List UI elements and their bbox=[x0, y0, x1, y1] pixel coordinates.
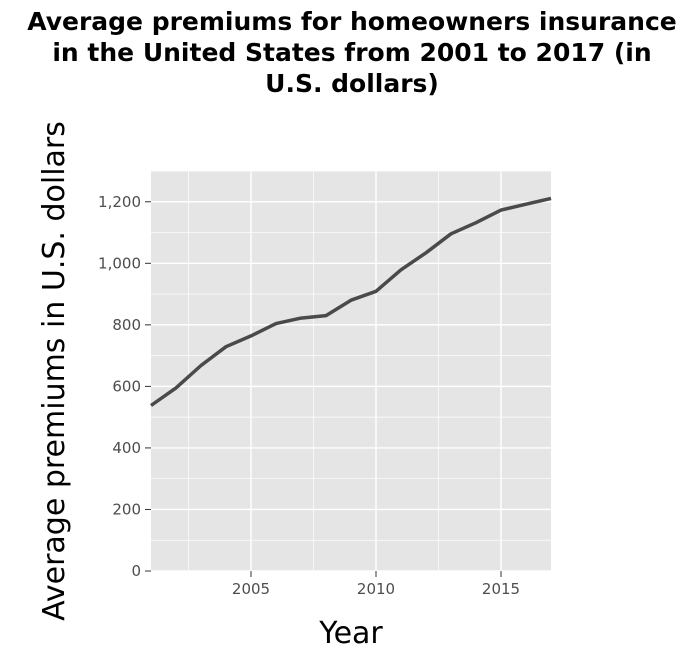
chart-title: Average premiums for homeowners insuranc… bbox=[27, 7, 677, 98]
series-line-average-premium bbox=[149, 196, 552, 407]
y-tick-label: 1,200 bbox=[98, 193, 141, 211]
grid-major-lines bbox=[151, 171, 551, 572]
y-tick-label: 0 bbox=[131, 562, 141, 580]
chart-title-line-3: U.S. dollars) bbox=[265, 69, 439, 98]
y-tick-label: 400 bbox=[112, 439, 141, 457]
x-axis-title: Year bbox=[318, 616, 383, 651]
x-axis-ticks: 2005 2010 2015 bbox=[232, 571, 520, 598]
y-tick-label: 200 bbox=[112, 500, 141, 518]
plot-panel bbox=[151, 171, 551, 571]
x-tick-label: 2005 bbox=[232, 580, 270, 598]
x-tick-label: 2010 bbox=[357, 580, 395, 598]
y-tick-label: 1,000 bbox=[98, 254, 141, 272]
chart-title-line-1: Average premiums for homeowners insuranc… bbox=[27, 7, 677, 36]
y-tick-label: 600 bbox=[112, 377, 141, 395]
y-axis-ticks: 0 200 400 600 800 1,000 1,200 bbox=[98, 193, 151, 580]
x-tick-label: 2015 bbox=[482, 580, 520, 598]
y-axis-title: Average premiums in U.S. dollars bbox=[37, 121, 72, 621]
chart-title-line-2: in the United States from 2001 to 2017 (… bbox=[52, 38, 651, 67]
grid-minor-lines bbox=[151, 170, 551, 571]
y-tick-label: 800 bbox=[112, 316, 141, 334]
